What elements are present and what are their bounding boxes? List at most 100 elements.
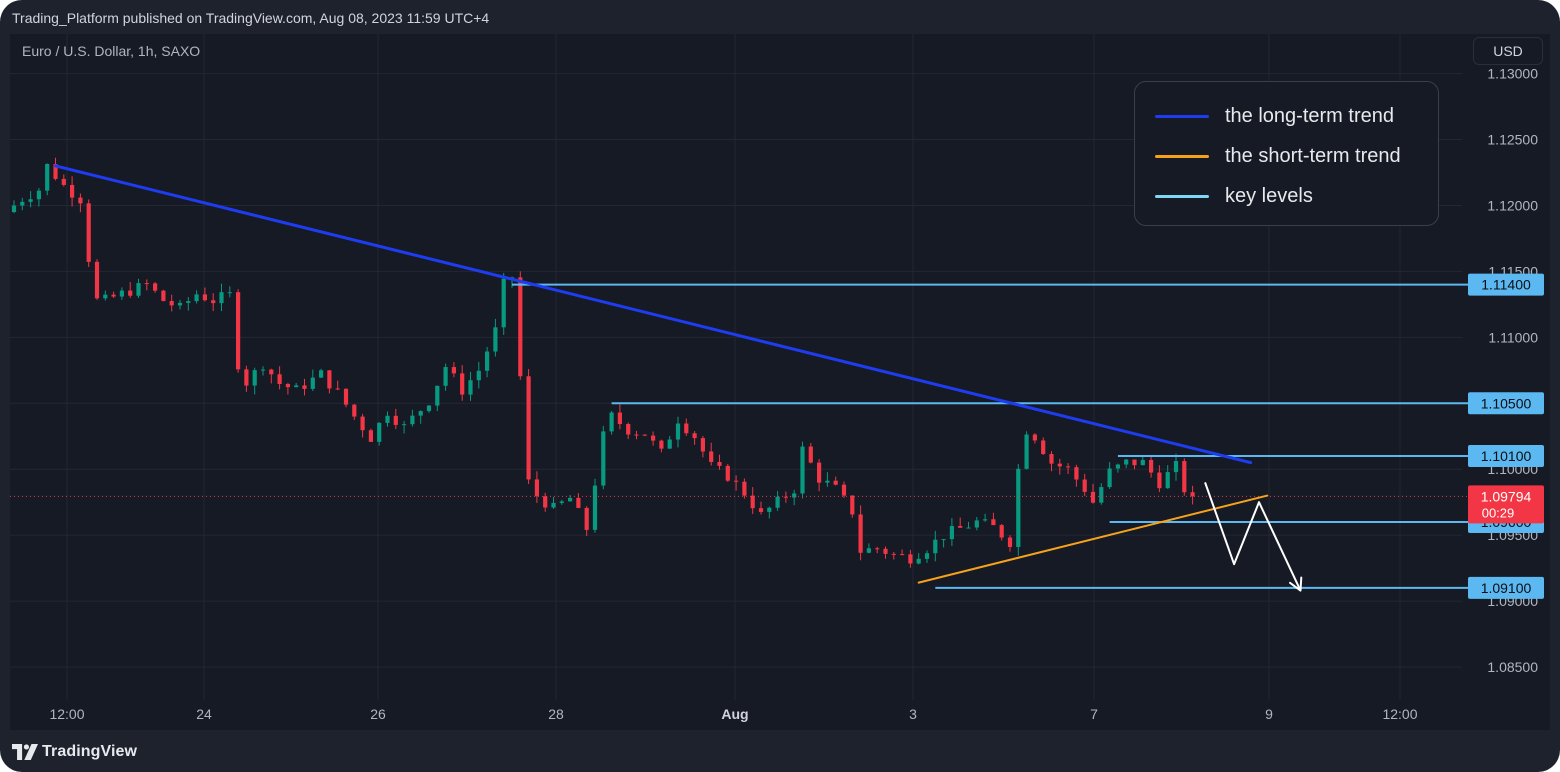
published-header: Trading_Platform published on TradingVie…	[12, 10, 490, 26]
key-level-price-tag	[1468, 576, 1544, 599]
candle-body	[219, 292, 224, 304]
legend-label: key levels	[1225, 185, 1313, 207]
candle-body	[1099, 487, 1104, 503]
candle-body	[202, 294, 207, 301]
symbol-info[interactable]: Euro / U.S. Dollar, 1h, SAXO	[22, 43, 201, 59]
candle-body	[767, 507, 772, 512]
time-axis-label: 7	[1090, 706, 1098, 722]
candle-body	[360, 416, 365, 431]
legend-item-long-term: the long-term trend	[1155, 104, 1394, 128]
candle-body	[451, 367, 456, 374]
candle-body	[236, 292, 241, 370]
candle-body	[1157, 472, 1162, 489]
candle-body	[485, 351, 490, 371]
candle-body	[584, 507, 589, 530]
candle-body	[568, 497, 573, 502]
candle-body	[1074, 467, 1079, 480]
candle-body	[1066, 466, 1071, 468]
candle-body	[924, 553, 930, 559]
projection-path[interactable]	[1204, 482, 1302, 591]
candle-body	[402, 424, 407, 426]
candle-body	[177, 302, 183, 306]
time-axis-label: 12:00	[49, 706, 84, 722]
candle-body	[294, 385, 299, 388]
long-term-trend-line[interactable]	[54, 164, 1253, 465]
candle-body	[1190, 492, 1195, 497]
key-level-price-tag	[1468, 445, 1544, 468]
key-level-price-label: 1.10500	[1481, 395, 1532, 411]
key-level-price-label: 1.10100	[1481, 448, 1532, 464]
candle-body	[1090, 491, 1096, 503]
candle-body	[1182, 461, 1187, 493]
projection-arrowhead-icon	[1289, 576, 1303, 592]
candle-body	[534, 479, 539, 497]
candle-body	[169, 300, 174, 306]
candle-body	[111, 294, 116, 297]
price-axis-label: 1.13000	[1487, 66, 1538, 82]
candle-body	[94, 261, 100, 299]
candle-body	[617, 412, 622, 425]
candle-body	[1132, 459, 1137, 466]
candle-body	[576, 497, 581, 508]
candle-body	[551, 502, 556, 508]
candle-body	[443, 367, 448, 386]
candle-body	[1049, 454, 1054, 464]
candle-body	[1082, 479, 1087, 492]
candle-body	[642, 434, 647, 436]
candle-body	[601, 431, 606, 486]
candle-body	[999, 525, 1004, 538]
candle-body	[86, 203, 91, 262]
key-level-price-tag	[1468, 273, 1544, 296]
candle-body	[1041, 440, 1046, 455]
candle-body	[783, 496, 788, 498]
candle-body	[244, 369, 249, 386]
legend-label: the short-term trend	[1225, 145, 1401, 167]
legend-swatch-long-term	[1155, 114, 1209, 118]
tradingview-brand: TradingView	[42, 743, 138, 760]
candle-body	[717, 461, 722, 466]
candle-body	[817, 462, 822, 483]
candle-body	[1016, 468, 1021, 548]
candle-body	[61, 178, 66, 185]
candle-body	[742, 481, 747, 496]
candle-body	[335, 388, 340, 390]
candle-body	[1165, 472, 1170, 489]
candle-body	[659, 440, 664, 449]
candle-body	[634, 434, 639, 436]
candle-body	[916, 558, 921, 564]
candle-body	[700, 438, 705, 452]
legend-item-short-term: the short-term trend	[1155, 144, 1401, 168]
time-axis-label: 12:00	[1382, 706, 1417, 722]
current-price-label: 1.09794	[1481, 488, 1532, 504]
candle-body	[1124, 459, 1129, 465]
short-term-trend-line[interactable]	[917, 494, 1269, 584]
candle-body	[70, 184, 75, 198]
candle-body	[518, 277, 523, 377]
candle-body	[460, 373, 465, 395]
candle-body	[302, 385, 307, 389]
key-level-price-label: 1.11400	[1481, 277, 1531, 293]
brand-footer[interactable]: TradingView	[12, 740, 137, 764]
candle-body	[900, 554, 905, 556]
candle-body	[866, 548, 871, 553]
candle-body	[692, 433, 697, 439]
candle-body	[792, 493, 797, 498]
candle-body	[991, 519, 996, 526]
legend-item-key-levels: key levels	[1155, 184, 1313, 208]
candle-body	[45, 164, 50, 191]
candle-body	[20, 201, 25, 206]
candle-body	[775, 496, 780, 508]
candle-body	[808, 446, 813, 463]
candle-body	[368, 430, 373, 442]
candle-body	[128, 290, 133, 296]
candle-body	[651, 435, 656, 441]
candle-body	[526, 376, 531, 480]
currency-button[interactable]: USD	[1473, 37, 1543, 65]
candle-body	[36, 190, 41, 200]
candle-body	[385, 415, 390, 423]
candle-body	[949, 525, 954, 540]
candle-body	[850, 495, 855, 515]
candle-body	[933, 539, 938, 554]
candle-body	[1107, 468, 1112, 488]
